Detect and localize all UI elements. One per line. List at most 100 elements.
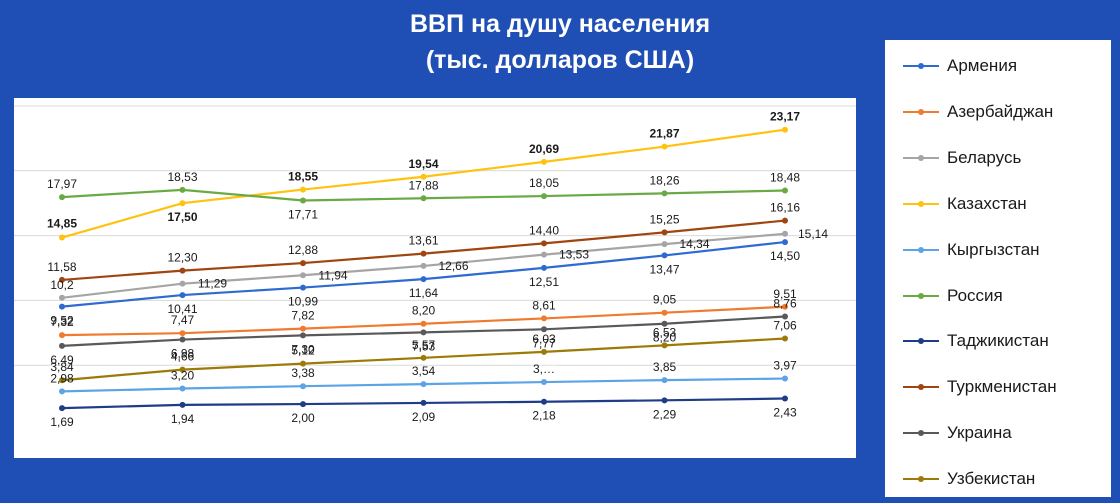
- data-label: 11,94: [318, 268, 347, 282]
- data-label: 2,09: [412, 410, 436, 424]
- data-point: [661, 143, 668, 150]
- data-point: [300, 332, 306, 339]
- data-label: 8,20: [653, 331, 677, 345]
- data-label: 20,69: [529, 142, 559, 156]
- data-label: 9,52: [50, 314, 74, 328]
- data-point: [661, 229, 668, 236]
- data-point: [420, 381, 427, 388]
- data-point: [782, 126, 788, 133]
- data-point: [541, 398, 547, 405]
- legend-item: Туркменистан: [885, 372, 1111, 402]
- data-label: 23,17: [770, 110, 800, 124]
- data-label: 3,54: [412, 364, 436, 378]
- data-label: 3,20: [171, 369, 195, 383]
- data-point: [300, 401, 306, 408]
- data-point: [541, 315, 547, 322]
- data-label: 9,05: [653, 293, 677, 307]
- data-point: [420, 262, 427, 269]
- data-label: 5,12: [291, 344, 315, 358]
- data-label: 7,47: [171, 313, 195, 327]
- data-label: 17,71: [288, 207, 318, 221]
- data-label: 6,49: [50, 353, 74, 367]
- data-label: 8,20: [412, 304, 436, 318]
- data-point: [179, 200, 186, 207]
- data-point: [59, 332, 65, 339]
- legend-swatch: [901, 235, 941, 265]
- legend-item: Азербайджан: [885, 97, 1111, 127]
- data-point: [541, 193, 547, 200]
- legend-marker: [918, 476, 924, 483]
- data-label: 4,66: [171, 350, 195, 364]
- data-label: 8,76: [773, 296, 797, 310]
- data-point: [420, 320, 427, 327]
- data-label: 13,61: [408, 234, 438, 248]
- data-point: [420, 399, 427, 406]
- chart-title-block: ВВП на душу населения (тыс. долларов США…: [300, 6, 820, 78]
- data-point: [541, 379, 547, 386]
- data-point: [420, 195, 427, 202]
- data-label: 7,06: [773, 319, 797, 333]
- data-point: [59, 377, 65, 384]
- legend-marker: [918, 63, 924, 69]
- chart-subtitle: (тыс. долларов США): [425, 46, 695, 74]
- data-point: [59, 388, 65, 395]
- legend-item: Армения: [885, 51, 1111, 81]
- data-point: [661, 377, 668, 384]
- data-label: 13,53: [559, 248, 589, 262]
- data-point: [541, 326, 547, 333]
- data-label: 1,69: [50, 415, 74, 429]
- data-label: 2,00: [291, 411, 315, 425]
- chart-title: ВВП на душу населения: [409, 10, 711, 38]
- data-point: [300, 325, 306, 332]
- data-label: 7,53: [412, 339, 436, 353]
- legend-item: Россия: [885, 281, 1111, 311]
- data-point: [59, 303, 65, 310]
- legend-item: Узбекистан: [885, 464, 1111, 494]
- data-point: [300, 197, 306, 204]
- legend-marker: [918, 384, 924, 391]
- legend-marker: [918, 430, 924, 437]
- data-label: 3,85: [653, 360, 677, 374]
- data-point: [300, 186, 306, 193]
- data-label: 3,…: [533, 362, 555, 376]
- data-label: 12,88: [288, 243, 318, 257]
- data-label: 17,50: [167, 210, 197, 224]
- data-point: [541, 158, 547, 165]
- data-point: [661, 241, 668, 248]
- data-label: 3,97: [773, 359, 797, 373]
- data-point: [420, 173, 427, 180]
- legend-label: Беларусь: [947, 147, 1022, 167]
- data-label: 17,97: [47, 177, 77, 191]
- legend-marker: [918, 108, 924, 115]
- data-label: 10,2: [50, 278, 74, 292]
- data-point: [179, 401, 186, 408]
- data-point: [782, 303, 788, 310]
- data-point: [59, 276, 65, 283]
- legend-swatch: [901, 97, 941, 127]
- legend-swatch: [901, 464, 941, 494]
- legend-marker: [918, 200, 924, 207]
- data-label: 16,16: [770, 201, 800, 215]
- legend-swatch: [901, 143, 941, 173]
- legend-marker: [918, 246, 924, 253]
- line-chart: 20252026202720282029203020319,5210,4110,…: [14, 105, 856, 429]
- legend-label: Туркменистан: [947, 377, 1057, 397]
- data-label: 9,51: [773, 287, 797, 301]
- data-point: [661, 252, 668, 259]
- data-point: [782, 239, 788, 246]
- data-point: [420, 354, 427, 361]
- data-point: [179, 366, 186, 373]
- x-tick-label: 2031: [772, 363, 799, 377]
- legend: Армения Азербайджан Беларусь Казахстан Кыргы…: [885, 40, 1111, 497]
- legend-swatch: [901, 418, 941, 448]
- legend-swatch: [901, 281, 941, 311]
- data-label: 6,03: [532, 332, 556, 346]
- data-label: 11,58: [47, 260, 76, 274]
- data-label: 1,94: [171, 412, 195, 426]
- data-label: 18,26: [649, 173, 679, 187]
- data-label: 11,64: [409, 286, 438, 300]
- data-point: [179, 336, 186, 343]
- data-label: 2,29: [653, 407, 677, 421]
- data-label: 18,05: [529, 176, 559, 190]
- data-label: 14,34: [679, 237, 709, 251]
